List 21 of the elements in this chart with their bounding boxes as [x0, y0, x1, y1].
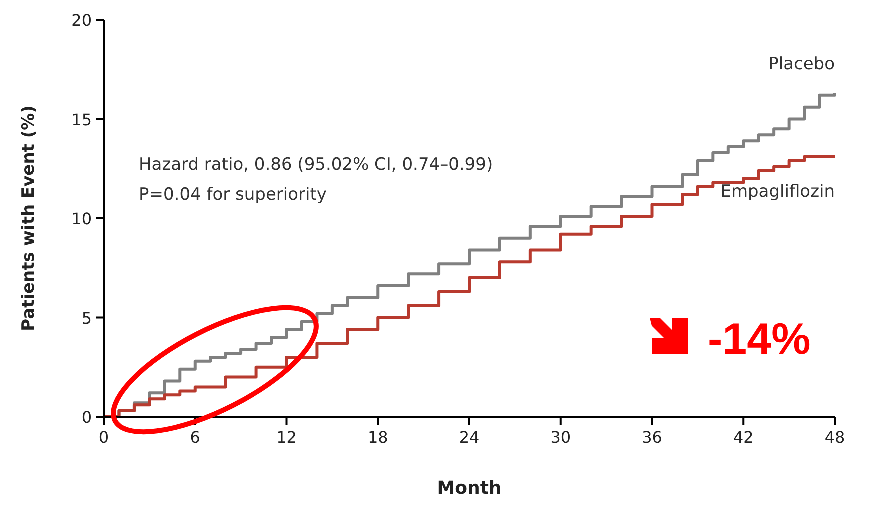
annotation: P=0.04 for superiority [139, 185, 327, 205]
x-tick-label: 48 [824, 428, 846, 447]
x-tick-label: 30 [550, 428, 572, 447]
x-tick-label: 6 [190, 428, 200, 447]
x-tick-label: 0 [98, 428, 110, 447]
x-tick-label: 42 [733, 428, 754, 447]
x-tick-label: 24 [459, 428, 480, 447]
x-tick-label: 18 [368, 428, 388, 447]
annotation: -14% [708, 315, 811, 364]
x-tick-label: 36 [642, 428, 662, 447]
y-tick-label: 5 [82, 308, 92, 328]
x-axis-title: Month [437, 478, 502, 499]
y-tick-label: 20 [72, 11, 92, 30]
y-tick-label: 0 [82, 408, 92, 427]
annotation: Hazard ratio, 0.86 (95.02% CI, 0.74–0.99) [139, 155, 494, 175]
series-label: Placebo [768, 54, 835, 74]
x-tick-label: 12 [276, 428, 297, 447]
series-label: Empagliflozin [720, 182, 835, 202]
y-axis-title: Patients with Event (%) [19, 106, 39, 332]
y-tick-label: 15 [72, 110, 92, 130]
y-tick-label: 10 [72, 210, 92, 228]
